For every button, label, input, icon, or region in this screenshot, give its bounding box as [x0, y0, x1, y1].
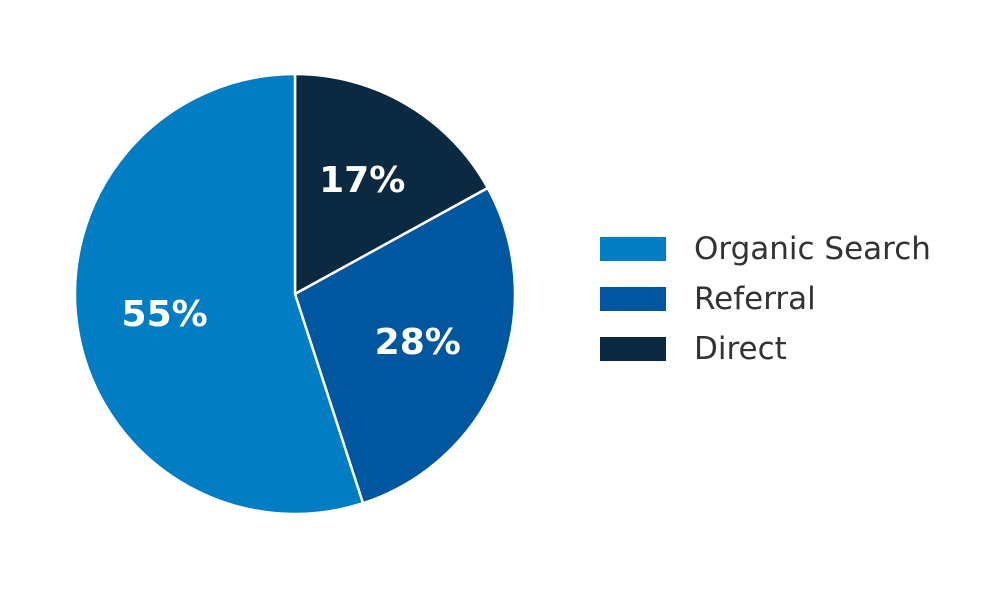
legend-swatch-referral	[600, 287, 666, 311]
pie-slice-label-organic-search: 55%	[122, 294, 208, 335]
pie-slice-label-referral: 28%	[375, 322, 461, 363]
legend-item-referral: Referral	[600, 274, 931, 324]
pie-slice-label-direct: 17%	[319, 160, 405, 201]
pie-slice-direct	[293, 72, 490, 296]
legend-swatch-organic-search	[600, 237, 666, 261]
pie-slice-labels: 17% 28% 55%	[122, 160, 461, 363]
legend-item-organic-search: Organic Search	[600, 224, 931, 274]
pie-slice-referral	[293, 186, 517, 505]
legend-label-referral: Referral	[694, 281, 816, 317]
legend-label-organic-search: Organic Search	[694, 231, 931, 267]
legend-label-direct: Direct	[694, 331, 787, 367]
legend-item-direct: Direct	[600, 324, 931, 374]
legend-swatch-direct	[600, 337, 666, 361]
legend: Organic Search Referral Direct	[600, 224, 931, 374]
pie-slice-organic-search	[73, 72, 365, 516]
pie-slices	[73, 72, 517, 516]
